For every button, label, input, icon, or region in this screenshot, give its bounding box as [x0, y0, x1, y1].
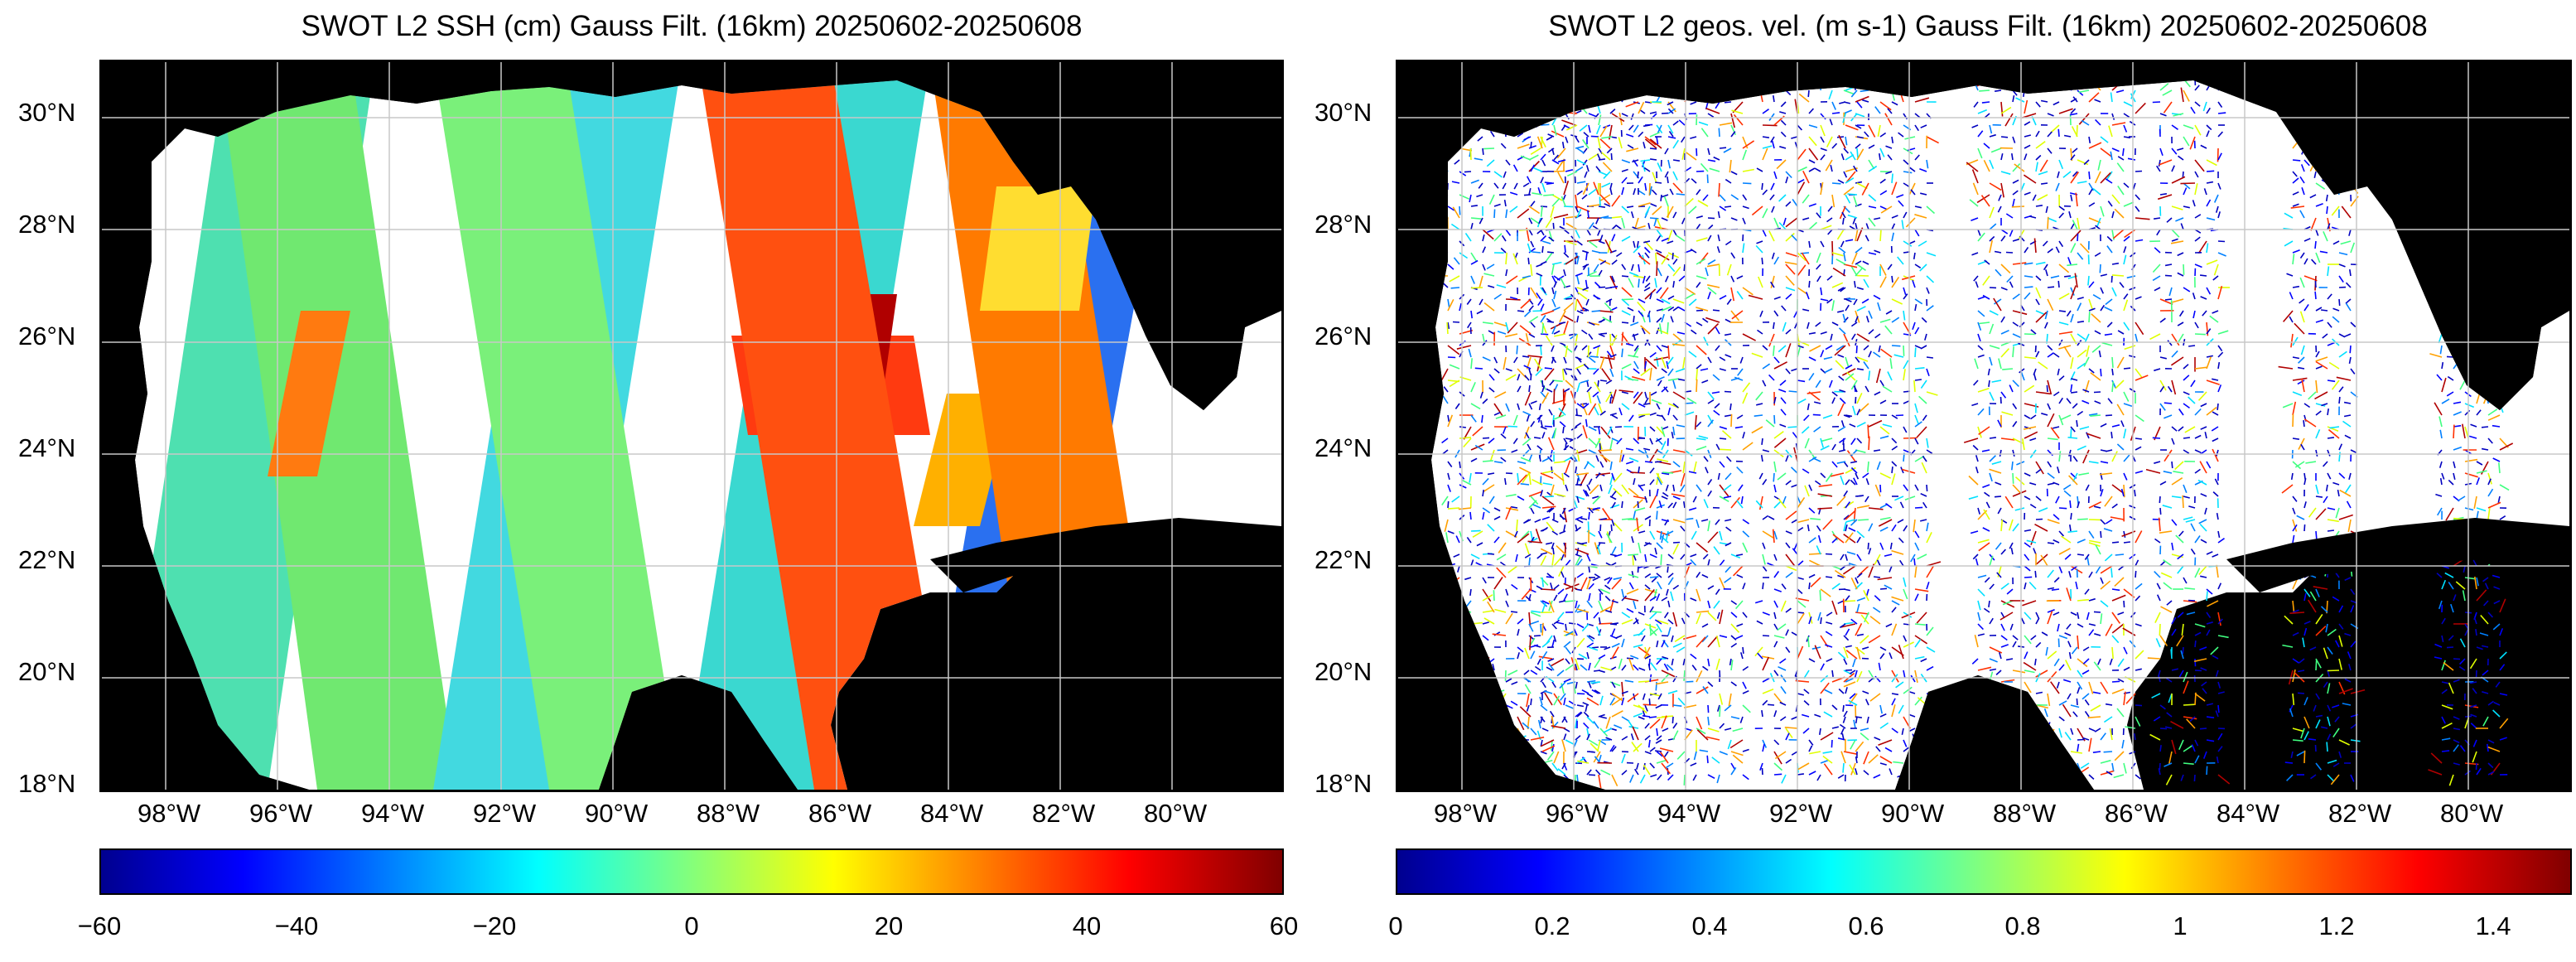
lon-label: 90°W — [1881, 799, 1945, 828]
colorbar-tick-label: −20 — [472, 911, 517, 940]
lon-label: 94°W — [361, 799, 425, 828]
colorbar-tick-label: 40 — [1072, 911, 1102, 940]
lat-label: 20°N — [1315, 657, 1372, 686]
colorbar-tick-label: 20 — [874, 911, 904, 940]
colorbar-tick-label: −40 — [274, 911, 319, 940]
lat-label: 30°N — [18, 98, 76, 127]
cuba-land — [2226, 518, 2569, 592]
colorbar-tick-label: 0.2 — [1534, 911, 1570, 940]
colorbar-tick-label: 0 — [684, 911, 699, 940]
lat-label: 26°N — [1315, 321, 1372, 350]
lon-label: 98°W — [1434, 799, 1498, 828]
lon-label: 92°W — [1769, 799, 1833, 828]
colorbar-tick-label: 0.4 — [1691, 911, 1728, 940]
colorbar-tick-label: −60 — [77, 911, 122, 940]
lon-label: 86°W — [808, 799, 872, 828]
ssh-map-canvas — [102, 62, 1281, 790]
right-panel-title: SWOT L2 geos. vel. (m s-1) Gauss Filt. (… — [1548, 10, 2428, 42]
lon-label: 80°W — [2440, 799, 2504, 828]
velocity-colorbar — [1396, 848, 2572, 895]
lat-label: 26°N — [18, 321, 76, 350]
lat-label: 24°N — [1315, 433, 1372, 462]
colorbar-tick-label: 60 — [1269, 911, 1299, 940]
lon-label: 82°W — [1032, 799, 1096, 828]
colorbar-tick-label: 1.4 — [2475, 911, 2511, 940]
velocity-map-canvas — [1398, 62, 2569, 790]
lon-label: 96°W — [249, 799, 313, 828]
graticule — [1398, 62, 2569, 790]
colorbar-tick-label: 0.6 — [1848, 911, 1884, 940]
north-america-land — [1398, 62, 2569, 790]
lat-label: 18°N — [1315, 769, 1372, 798]
yucatan-land — [599, 675, 798, 790]
colorbar-tick-label: 1.2 — [2318, 911, 2355, 940]
lon-label: 80°W — [1144, 799, 1208, 828]
lon-label: 82°W — [2328, 799, 2392, 828]
north-america-land — [102, 62, 1281, 790]
lon-label: 88°W — [1993, 799, 2057, 828]
left-panel-title: SWOT L2 SSH (cm) Gauss Filt. (16km) 2025… — [301, 10, 1083, 42]
colorbar-tick-label: 1 — [2173, 911, 2188, 940]
ssh-colorbar — [99, 848, 1284, 895]
lat-label: 20°N — [18, 657, 76, 686]
ssh-map — [99, 60, 1284, 792]
lat-label: 28°N — [1315, 210, 1372, 239]
lat-label: 22°N — [1315, 545, 1372, 574]
lat-label: 28°N — [18, 210, 76, 239]
cuba-land — [930, 518, 1281, 592]
lat-label: 30°N — [1315, 98, 1372, 127]
colorbar-tick-label: 0.8 — [2004, 911, 2041, 940]
lat-label: 22°N — [18, 545, 76, 574]
lon-label: 86°W — [2105, 799, 2168, 828]
lon-label: 98°W — [137, 799, 201, 828]
yucatan-land — [1895, 675, 2094, 790]
velocity-map — [1396, 60, 2572, 792]
lon-label: 90°W — [585, 799, 649, 828]
lat-label: 18°N — [18, 769, 76, 798]
lon-label: 84°W — [920, 799, 984, 828]
lon-label: 92°W — [473, 799, 537, 828]
colorbar-tick-label: 0 — [1388, 911, 1403, 940]
lon-label: 94°W — [1657, 799, 1721, 828]
graticule — [102, 62, 1281, 790]
lat-label: 24°N — [18, 433, 76, 462]
lon-label: 96°W — [1546, 799, 1609, 828]
lon-label: 88°W — [697, 799, 760, 828]
lon-label: 84°W — [2217, 799, 2280, 828]
